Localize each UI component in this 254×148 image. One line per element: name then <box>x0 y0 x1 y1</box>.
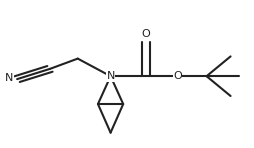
Text: N: N <box>106 71 115 81</box>
Text: O: O <box>173 71 182 81</box>
Text: O: O <box>141 29 150 39</box>
Text: N: N <box>5 73 13 83</box>
